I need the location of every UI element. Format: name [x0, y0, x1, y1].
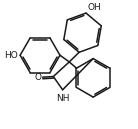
Text: O: O	[34, 73, 41, 82]
Text: HO: HO	[4, 51, 18, 60]
Text: NH: NH	[56, 94, 69, 103]
Text: OH: OH	[87, 3, 101, 12]
